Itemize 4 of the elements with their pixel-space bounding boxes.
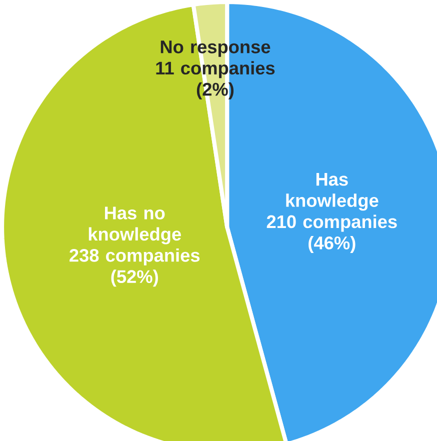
- slice-label: Has knowledge: [286, 173, 378, 211]
- data-label: 210 companies (46%): [266, 214, 397, 253]
- data-label: 238 companies (52%): [70, 248, 200, 287]
- slice-label: Has no knowledge: [88, 206, 182, 244]
